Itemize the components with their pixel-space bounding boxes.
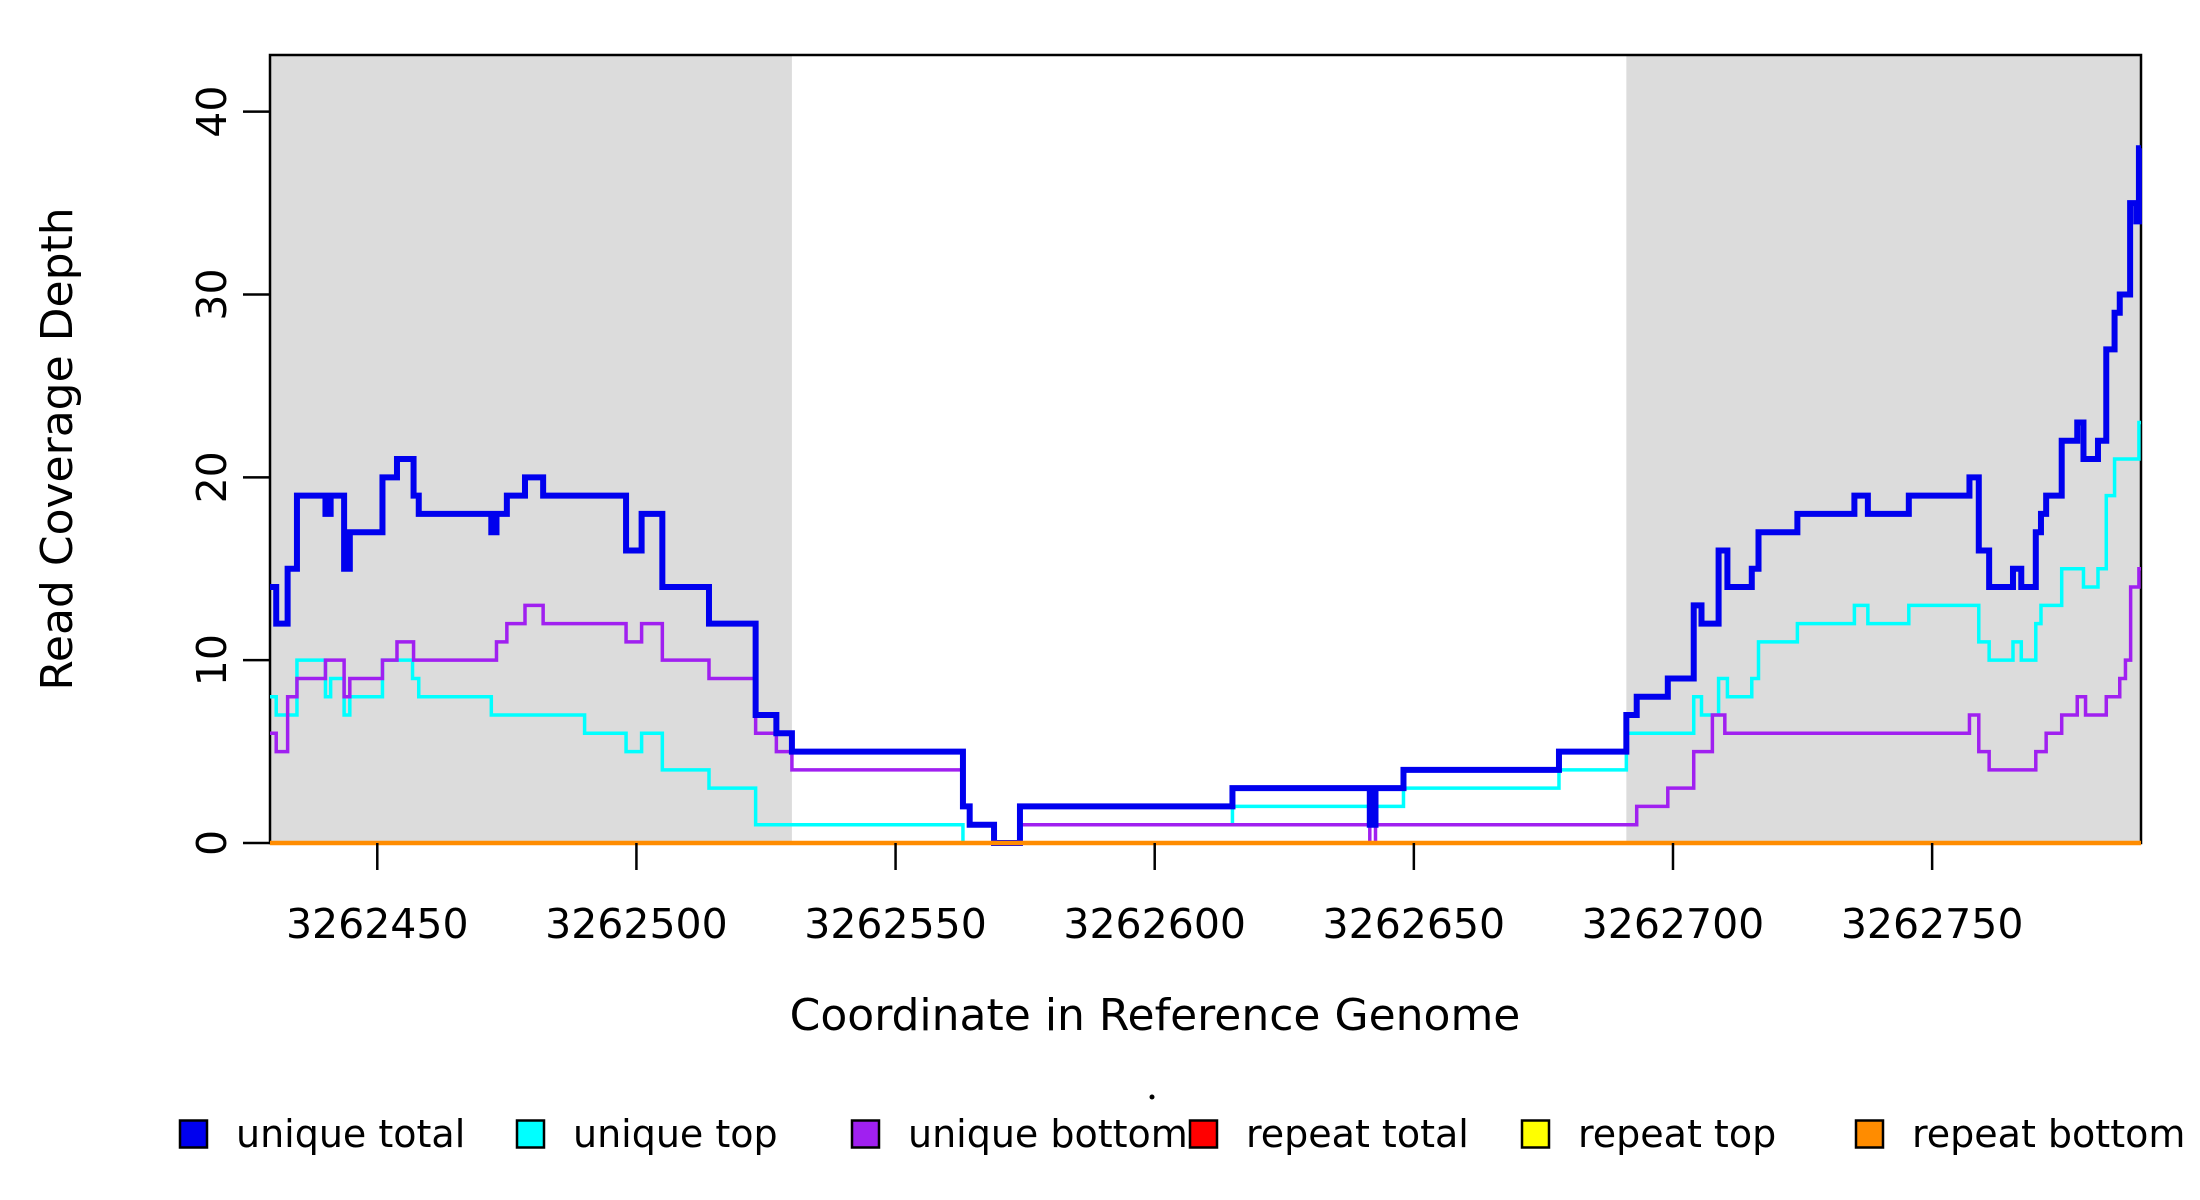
x-axis-tick-label: 3262450 (286, 900, 469, 948)
legend-swatch (850, 1119, 881, 1149)
legend: unique total unique top unique bottom repea… (178, 1112, 2185, 1156)
y-axis-title: Read Coverage Depth (32, 207, 83, 690)
series-unique-top (270, 420, 2141, 845)
x-axis-title: Coordinate in Reference Genome (790, 990, 1521, 1041)
legend-item: repeat top (1520, 1112, 1776, 1156)
legend-label: unique bottom (908, 1112, 1188, 1156)
stray-dot-mark (1149, 1094, 1155, 1100)
y-axis-tick-label: 20 (188, 451, 236, 503)
x-axis-tick-label: 3262500 (545, 900, 728, 948)
series-layer (270, 145, 2142, 846)
x-axis-tick-label: 3262700 (1582, 900, 1765, 948)
y-axis-tick-label: 0 (188, 830, 236, 856)
legend-item: unique total (178, 1112, 465, 1156)
legend-swatch (178, 1119, 209, 1149)
legend-label: repeat top (1578, 1112, 1776, 1156)
x-axis-tick-label: 3262600 (1063, 900, 1246, 948)
legend-swatch (515, 1119, 546, 1149)
shaded-region (270, 55, 792, 843)
series-unique-total (270, 145, 2142, 846)
legend-label: unique total (236, 1112, 465, 1156)
x-axis-tick-label: 3262750 (1841, 900, 2024, 948)
axis-tick-labels-layer: 3262450 3262500 3262550 3262600 3262650 32627… (188, 86, 2023, 948)
legend-item: unique bottom (850, 1112, 1188, 1156)
axis-ticks-layer (243, 110, 1934, 870)
legend-label: repeat bottom (1912, 1112, 2185, 1156)
shaded-region (1626, 55, 2141, 843)
y-axis-tick-label: 40 (188, 86, 236, 138)
legend-swatch (1520, 1119, 1551, 1149)
legend-item: repeat bottom (1854, 1112, 2185, 1156)
legend-swatch (1188, 1119, 1219, 1149)
legend-item: unique top (515, 1112, 778, 1156)
legend-item: repeat total (1188, 1112, 1469, 1156)
legend-label: repeat total (1246, 1112, 1469, 1156)
y-axis-tick-label: 10 (188, 634, 236, 686)
shaded-region-layer (270, 55, 2141, 843)
x-axis-tick-label: 3262550 (804, 900, 987, 948)
legend-label: unique top (573, 1112, 778, 1156)
y-axis-tick-label: 30 (188, 268, 236, 320)
legend-swatch (1854, 1119, 1885, 1149)
x-axis-tick-label: 3262650 (1323, 900, 1506, 948)
